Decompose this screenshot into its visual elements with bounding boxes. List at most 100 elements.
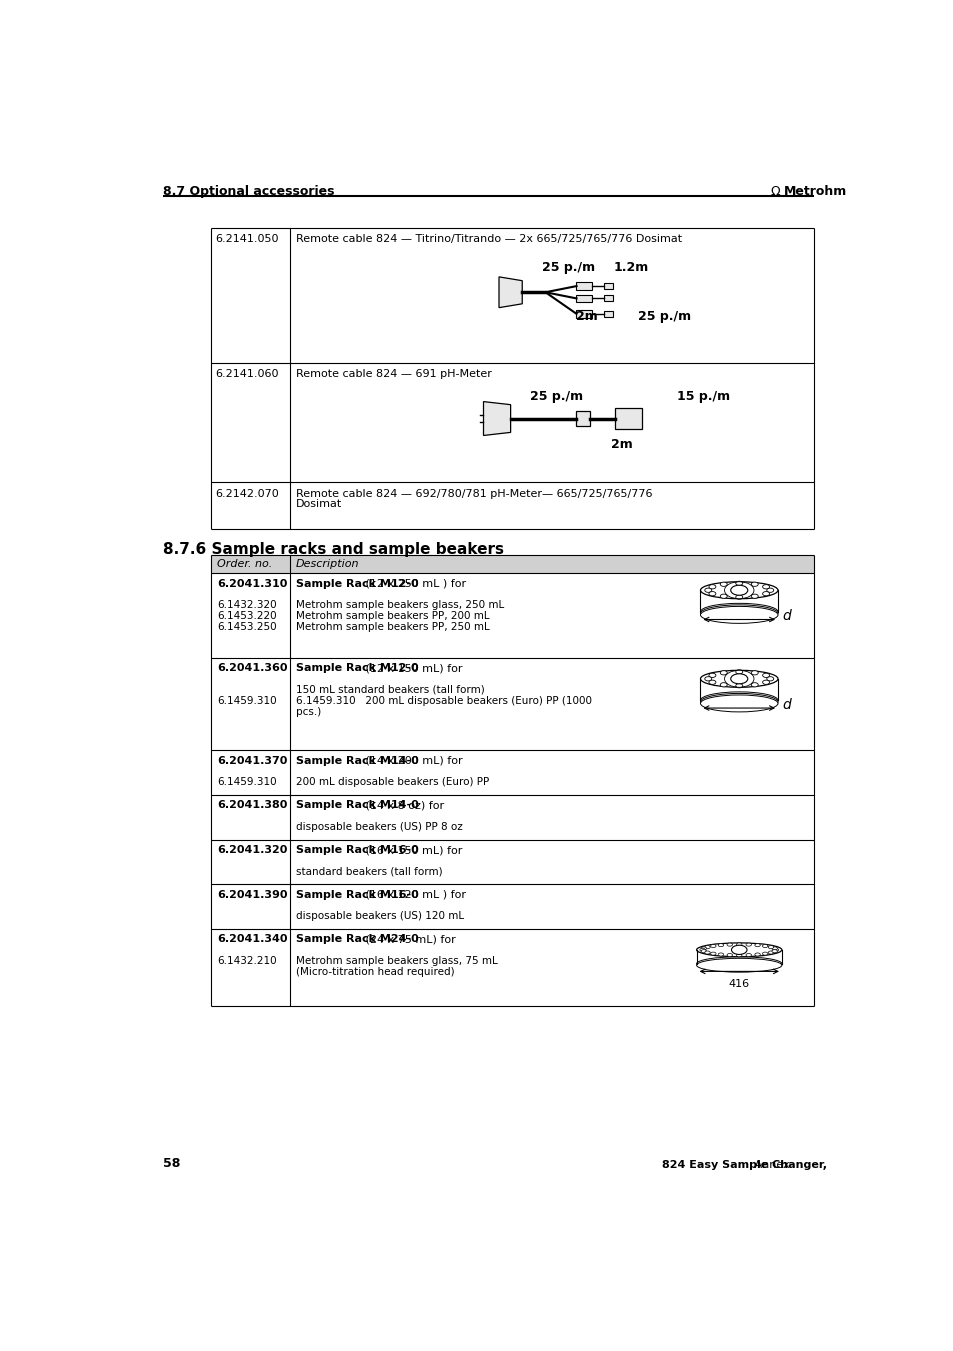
Ellipse shape	[710, 952, 716, 955]
Ellipse shape	[761, 592, 769, 596]
FancyBboxPatch shape	[603, 296, 612, 301]
Ellipse shape	[735, 670, 742, 674]
Text: disposable beakers (US) PP 8 oz: disposable beakers (US) PP 8 oz	[295, 821, 462, 832]
Polygon shape	[498, 277, 521, 308]
Ellipse shape	[772, 948, 778, 951]
Ellipse shape	[736, 943, 741, 946]
Text: 6.1453.250: 6.1453.250	[216, 621, 276, 632]
Text: 6.2041.310: 6.2041.310	[216, 578, 287, 589]
Text: 2m: 2m	[576, 309, 598, 323]
Ellipse shape	[708, 592, 715, 596]
Text: 58: 58	[163, 1156, 181, 1170]
Text: Metrohm sample beakers glass, 75 mL: Metrohm sample beakers glass, 75 mL	[295, 957, 497, 966]
Text: 1.2m: 1.2m	[613, 262, 648, 274]
Ellipse shape	[720, 682, 726, 686]
Ellipse shape	[704, 677, 711, 681]
Text: d: d	[781, 698, 790, 712]
Text: Sample Rack M14-0: Sample Rack M14-0	[295, 800, 418, 811]
Ellipse shape	[700, 947, 706, 950]
Ellipse shape	[720, 582, 726, 586]
Text: 25 p./m: 25 p./m	[530, 390, 582, 403]
Text: Sample Rack M12-0: Sample Rack M12-0	[295, 663, 418, 673]
Text: 6.2041.340: 6.2041.340	[216, 935, 287, 944]
Ellipse shape	[761, 680, 769, 685]
Text: disposable beakers (US) 120 mL: disposable beakers (US) 120 mL	[295, 912, 463, 921]
Text: Metrohm sample beakers PP, 200 mL: Metrohm sample beakers PP, 200 mL	[295, 611, 489, 621]
Text: 6.2041.380: 6.2041.380	[216, 800, 287, 811]
FancyBboxPatch shape	[615, 408, 641, 430]
Ellipse shape	[720, 670, 726, 676]
Ellipse shape	[710, 944, 716, 947]
FancyBboxPatch shape	[576, 309, 592, 317]
Polygon shape	[483, 401, 510, 435]
Ellipse shape	[736, 954, 741, 957]
Ellipse shape	[700, 582, 778, 598]
Ellipse shape	[726, 943, 732, 946]
Ellipse shape	[767, 951, 773, 954]
Ellipse shape	[708, 680, 715, 685]
Text: 150 mL standard beakers (tall form): 150 mL standard beakers (tall form)	[295, 685, 484, 694]
Text: 25 p./m: 25 p./m	[638, 309, 691, 323]
Text: (14 x 200 mL) for: (14 x 200 mL) for	[361, 755, 462, 766]
Text: 8.7.6 Sample racks and sample beakers: 8.7.6 Sample racks and sample beakers	[163, 543, 504, 558]
Ellipse shape	[750, 582, 758, 586]
Text: 15 p./m: 15 p./m	[677, 390, 730, 403]
Text: Sample Rack M14-0: Sample Rack M14-0	[295, 755, 418, 766]
Ellipse shape	[718, 952, 723, 957]
Text: 6.2041.390: 6.2041.390	[216, 890, 287, 900]
Ellipse shape	[700, 950, 706, 952]
Ellipse shape	[766, 588, 773, 592]
Text: 6.2041.320: 6.2041.320	[216, 846, 287, 855]
Ellipse shape	[696, 957, 781, 970]
Text: Sample Rack M24-0: Sample Rack M24-0	[295, 935, 418, 944]
Text: 2m: 2m	[611, 438, 633, 451]
Ellipse shape	[745, 954, 751, 957]
Text: Sample Rack M16-0: Sample Rack M16-0	[295, 846, 418, 855]
Text: (16 x 150 mL) for: (16 x 150 mL) for	[361, 846, 461, 855]
Text: Annex: Annex	[750, 1161, 789, 1170]
Ellipse shape	[708, 585, 715, 589]
Text: 8.7 Optional accessories: 8.7 Optional accessories	[163, 185, 335, 199]
Ellipse shape	[771, 947, 777, 950]
Text: Sample Rack M16-0: Sample Rack M16-0	[295, 890, 418, 900]
Text: standard beakers (tall form): standard beakers (tall form)	[295, 867, 442, 877]
Ellipse shape	[754, 952, 760, 957]
Ellipse shape	[700, 604, 778, 620]
Text: 200 mL disposable beakers (Euro) PP: 200 mL disposable beakers (Euro) PP	[295, 777, 489, 788]
Ellipse shape	[750, 670, 758, 676]
Text: Remote cable 824 — 692/780/781 pH-Meter— 665/725/765/776: Remote cable 824 — 692/780/781 pH-Meter—…	[295, 489, 652, 499]
Text: 416: 416	[728, 979, 749, 989]
Text: 6.2041.360: 6.2041.360	[216, 663, 287, 673]
Text: 6.1459.310: 6.1459.310	[216, 696, 276, 705]
Text: (12 x 250 mL ) for: (12 x 250 mL ) for	[361, 578, 465, 589]
Text: 6.2041.370: 6.2041.370	[216, 755, 287, 766]
Text: Metrohm sample beakers PP, 250 mL: Metrohm sample beakers PP, 250 mL	[295, 621, 489, 632]
Ellipse shape	[735, 581, 742, 585]
Text: 6.2141.060: 6.2141.060	[215, 369, 278, 380]
Text: (12 x 150 mL) for: (12 x 150 mL) for	[361, 663, 462, 673]
Text: Metrohm: Metrohm	[783, 185, 846, 199]
FancyBboxPatch shape	[603, 282, 612, 289]
FancyBboxPatch shape	[603, 311, 612, 317]
Text: Remote cable 824 — 691 pH-Meter: Remote cable 824 — 691 pH-Meter	[295, 369, 492, 380]
Ellipse shape	[771, 950, 777, 952]
Ellipse shape	[700, 605, 778, 621]
Ellipse shape	[730, 674, 747, 684]
Text: 6.1459.310: 6.1459.310	[216, 777, 276, 788]
Text: 6.2142.070: 6.2142.070	[215, 489, 279, 499]
Ellipse shape	[700, 693, 778, 711]
Ellipse shape	[761, 585, 769, 589]
Ellipse shape	[696, 958, 781, 973]
Text: Remote cable 824 — Titrino/Titrando — 2x 665/725/765/776 Dosimat: Remote cable 824 — Titrino/Titrando — 2x…	[295, 235, 681, 245]
Ellipse shape	[720, 594, 726, 598]
Ellipse shape	[704, 588, 711, 592]
Ellipse shape	[761, 952, 767, 955]
Text: pcs.): pcs.)	[295, 707, 321, 716]
Text: 6.1453.220: 6.1453.220	[216, 611, 276, 621]
Text: 6.1432.210: 6.1432.210	[216, 957, 276, 966]
Text: (14 x 8 oz) for: (14 x 8 oz) for	[361, 800, 443, 811]
Text: Description: Description	[295, 559, 359, 569]
Ellipse shape	[761, 944, 767, 947]
Ellipse shape	[754, 943, 760, 947]
Text: 25 p./m: 25 p./m	[541, 262, 594, 274]
